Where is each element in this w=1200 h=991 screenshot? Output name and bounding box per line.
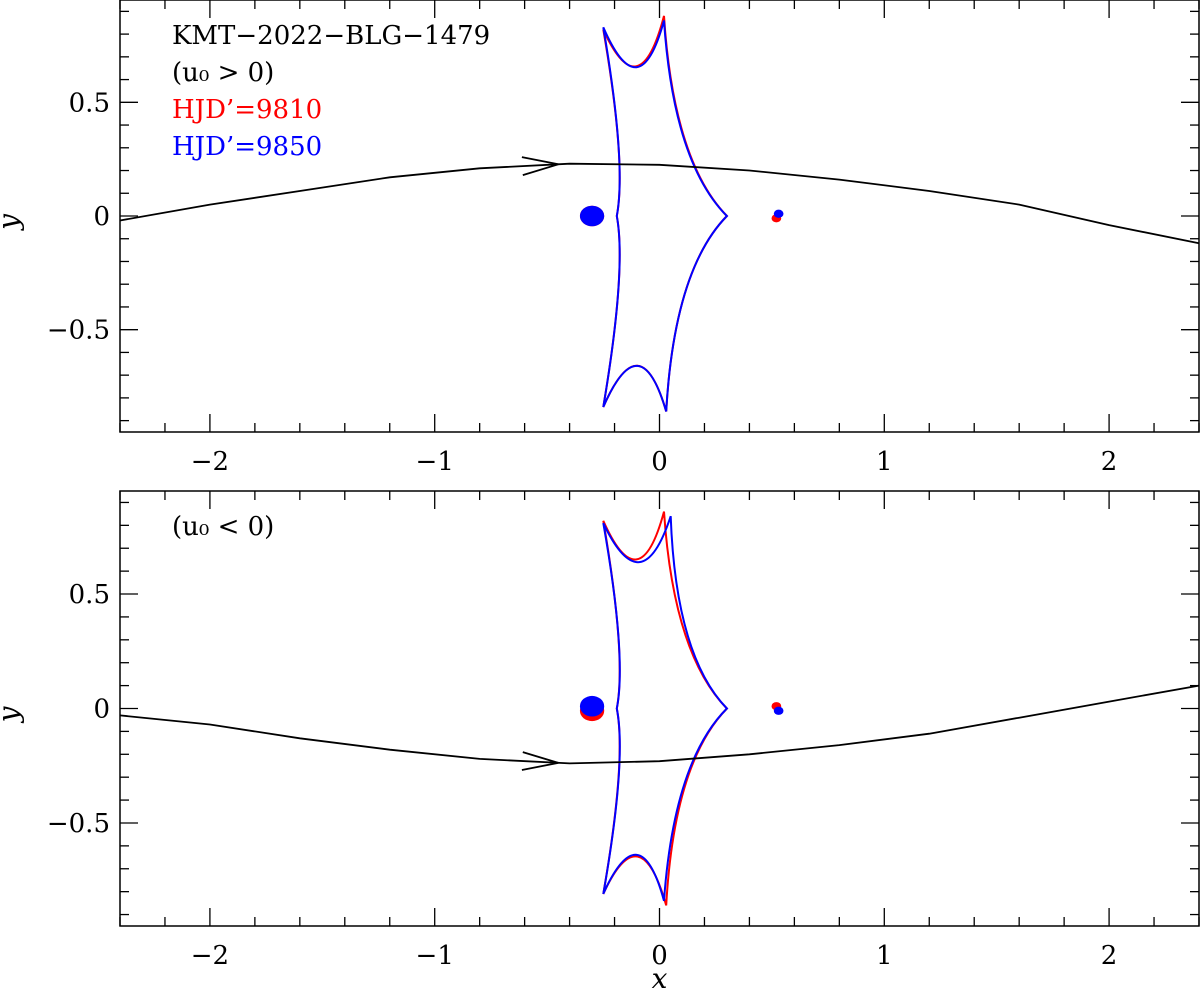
bottom-caustic-blue (602, 515, 729, 902)
top-caustic-blue (602, 20, 729, 412)
top-y-tick-label: 0 (93, 202, 110, 232)
bottom-x-axis-label: x (652, 962, 668, 991)
bottom-y-axis-label: y (0, 705, 25, 724)
top-x-tick-label: −2 (191, 447, 229, 477)
top-panel: −2 −1 0 1 2 −0.5 0 0.5 y KMT−2022−BLG−1479 (u₀ > 0… (0, 0, 1200, 477)
bottom-y-tick-label: 0.5 (69, 580, 110, 610)
top-x-tick-label: 1 (876, 447, 893, 477)
top-lens-blue-1 (579, 205, 605, 227)
top-y-axis-label: y (0, 213, 25, 232)
bottom-lens-blue-2 (773, 706, 784, 715)
bottom-lens-blue-1 (579, 695, 605, 717)
bottom-plot-frame (119, 490, 1200, 927)
bottom-x-tick-label: 2 (1101, 941, 1118, 971)
bottom-x-tick-label: −1 (416, 941, 454, 971)
bottom-y-tick-label: −0.5 (47, 809, 110, 839)
bottom-x-tick-label: −2 (191, 941, 229, 971)
bottom-source-trajectory (119, 684, 1200, 765)
bottom-trajectory-arrow (521, 751, 559, 771)
top-source-trajectory (119, 162, 1200, 245)
top-x-tick-label: 0 (651, 447, 668, 477)
top-annotation: KMT−2022−BLG−1479 (172, 21, 490, 51)
top-annotation: HJD’=9850 (172, 132, 322, 162)
bottom-panel: −2 −1 0 1 2 −0.5 0 0.5 y x (u₀ < 0) (0, 490, 1200, 991)
bottom-x-tick-label: 1 (876, 941, 893, 971)
top-lens-blue-2 (773, 209, 784, 218)
bottom-annotation: (u₀ < 0) (172, 512, 274, 542)
bottom-x-tick-label: 0 (651, 941, 668, 971)
bottom-caustic-red (602, 511, 729, 906)
top-y-tick-label: −0.5 (47, 316, 110, 346)
bottom-y-tick-label: 0 (93, 695, 110, 725)
top-plot-frame (119, 0, 1200, 433)
top-caustic-red (602, 15, 729, 412)
top-annotation: HJD’=9810 (172, 95, 322, 125)
top-annotation: (u₀ > 0) (172, 58, 274, 88)
top-trajectory-arrow (521, 156, 559, 176)
top-x-tick-label: −1 (416, 447, 454, 477)
top-y-tick-label: 0.5 (69, 88, 110, 118)
top-x-tick-label: 2 (1101, 447, 1118, 477)
